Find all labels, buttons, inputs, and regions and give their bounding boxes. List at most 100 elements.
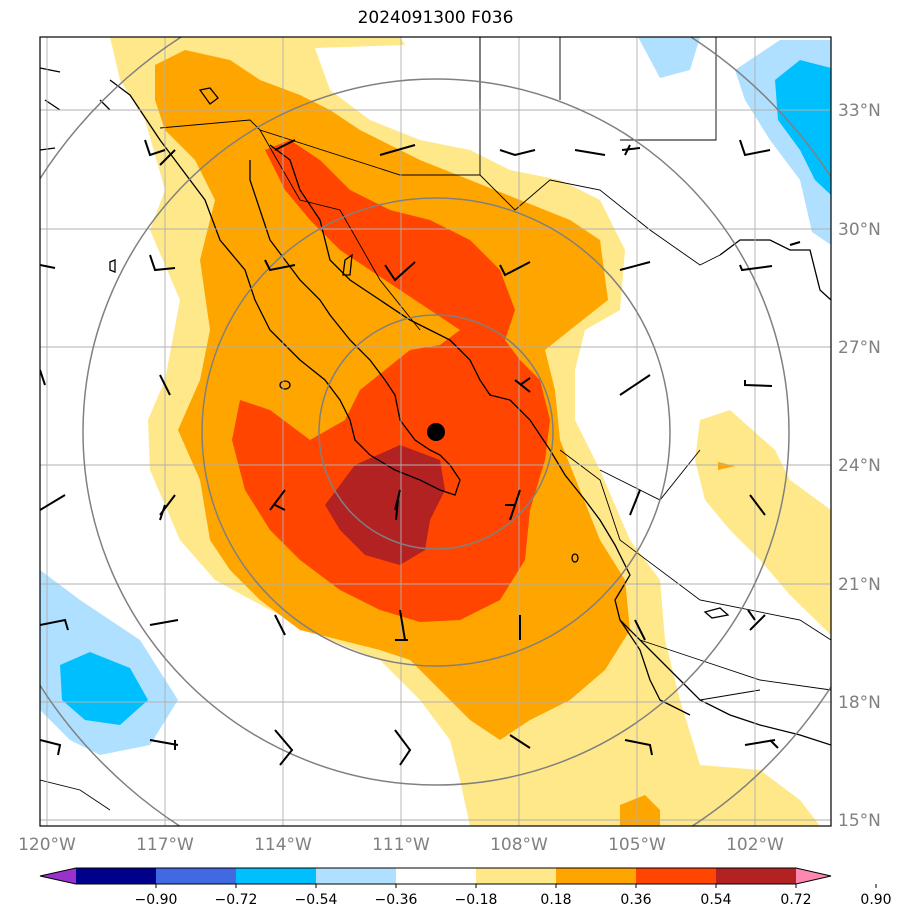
map-plot-area — [40, 37, 831, 826]
neg-region-ne-dark — [775, 60, 831, 195]
wind-barb — [499, 261, 531, 277]
colorbar-ticks: −0.90 −0.72 −0.54 −0.36 −0.18 0.18 0.36 0.54 0.7… — [135, 884, 892, 908]
wind-barb — [159, 149, 176, 166]
positive-contours — [110, 37, 831, 826]
pos-0.54-main — [232, 140, 550, 622]
range-ring-1 — [318, 314, 554, 550]
colorbar-segment — [316, 868, 397, 884]
map-title: 2024091300 F036 — [357, 8, 514, 28]
neg-region-nw — [638, 37, 700, 78]
us-state-border-1 — [479, 37, 717, 141]
mexico-pacific-coast-south — [619, 619, 691, 716]
wind-barb — [629, 489, 641, 516]
island-6 — [109, 259, 116, 273]
longitude-labels: 120°W 117°W 114°W 111°W 108°W 105°W 102°… — [18, 835, 784, 855]
wind-barb — [40, 494, 66, 511]
colorbar-segments — [39, 867, 832, 885]
pos-0.72-core — [325, 445, 445, 565]
lat-label: 30°N — [838, 220, 881, 240]
lon-label: 102°W — [726, 835, 784, 855]
wind-barb — [274, 729, 294, 766]
gulf-of-mexico-coast — [719, 239, 831, 301]
colorbar-segment — [476, 868, 557, 884]
lat-label: 21°N — [838, 575, 881, 595]
graticule — [40, 37, 831, 826]
pos-arrow-east — [718, 462, 735, 470]
wind-barb — [159, 494, 176, 521]
pos-0.36-small — [620, 795, 660, 826]
wind-barb — [40, 369, 46, 386]
wind-barb — [514, 377, 531, 393]
colorbar-segment — [396, 868, 477, 884]
wind-barb — [619, 374, 651, 396]
wind-barb — [40, 264, 56, 269]
wind-barb — [395, 609, 408, 641]
wind-barb — [149, 739, 179, 750]
island-2 — [279, 380, 291, 390]
wind-barb — [379, 144, 416, 156]
colorbar-tick-label: −0.54 — [295, 892, 338, 908]
range-rings — [40, 37, 831, 826]
us-mexico-border-east — [479, 174, 721, 266]
colorbar-extend-high — [796, 868, 831, 884]
colorbar-outline — [39, 867, 832, 885]
lat-label: 15°N — [838, 811, 881, 831]
wind-barbs — [40, 139, 801, 766]
wind-barb — [739, 264, 773, 272]
wind-barb — [505, 489, 521, 521]
colorbar-tick-label: −0.72 — [215, 892, 258, 908]
wind-barb — [739, 139, 771, 157]
wind-barb — [749, 494, 766, 516]
wind-barb — [274, 614, 286, 636]
colorbar-extend-low — [40, 868, 76, 884]
wind-barb — [384, 261, 416, 282]
coastlines — [40, 67, 831, 746]
wind-barb — [634, 619, 646, 641]
wind-barb — [159, 374, 171, 396]
lon-label: 120°W — [18, 835, 76, 855]
colorbar-tick-label: −0.18 — [455, 892, 498, 908]
wind-barb — [274, 139, 296, 151]
wind-barb — [744, 739, 779, 749]
wind-barb — [40, 739, 62, 756]
wind-barb — [40, 618, 69, 631]
wind-barb — [499, 149, 536, 157]
colorbar-segment — [156, 868, 237, 884]
lon-label: 105°W — [608, 835, 666, 855]
colorbar: −0.90 −0.72 −0.54 −0.36 −0.18 0.18 0.36 0.54 0.7… — [39, 867, 892, 908]
range-ring-3 — [82, 78, 790, 786]
colorbar-tick-label: 0.18 — [540, 892, 571, 908]
lat-label: 18°N — [838, 693, 881, 713]
colorbar-segment — [636, 868, 717, 884]
wind-barb — [394, 729, 412, 766]
lat-label: 33°N — [838, 101, 881, 121]
colorbar-segment — [556, 868, 637, 884]
baja-california-west-coast — [109, 79, 461, 496]
wind-barb — [747, 609, 766, 631]
lon-label: 114°W — [254, 835, 312, 855]
lon-label: 117°W — [136, 835, 194, 855]
latitude-labels: 33°N 30°N 27°N 24°N 21°N 18°N 15°N — [838, 101, 881, 831]
wind-barb — [621, 144, 641, 156]
storm-center-marker — [427, 423, 445, 441]
wind-barb — [149, 254, 176, 272]
range-ring-2 — [201, 197, 671, 667]
wind-barb — [789, 241, 801, 246]
lon-label: 111°W — [372, 835, 430, 855]
colorbar-segment — [76, 868, 157, 884]
wind-barb — [574, 149, 606, 156]
wind-barb — [149, 619, 179, 626]
wind-barb — [394, 489, 401, 521]
island-5 — [703, 607, 730, 619]
colorbar-tick-label: 0.72 — [780, 892, 811, 908]
us-mexico-border — [159, 37, 481, 176]
gulf-of-california-east-coast — [269, 144, 831, 746]
colorbar-tick-label: 0.54 — [700, 892, 731, 908]
colorbar-tick-label: 0.36 — [620, 892, 651, 908]
island-4 — [571, 553, 579, 563]
wind-barb — [264, 259, 296, 272]
wind-barb — [744, 380, 773, 387]
wind-barb — [269, 489, 286, 511]
us-coast-north — [40, 67, 111, 151]
